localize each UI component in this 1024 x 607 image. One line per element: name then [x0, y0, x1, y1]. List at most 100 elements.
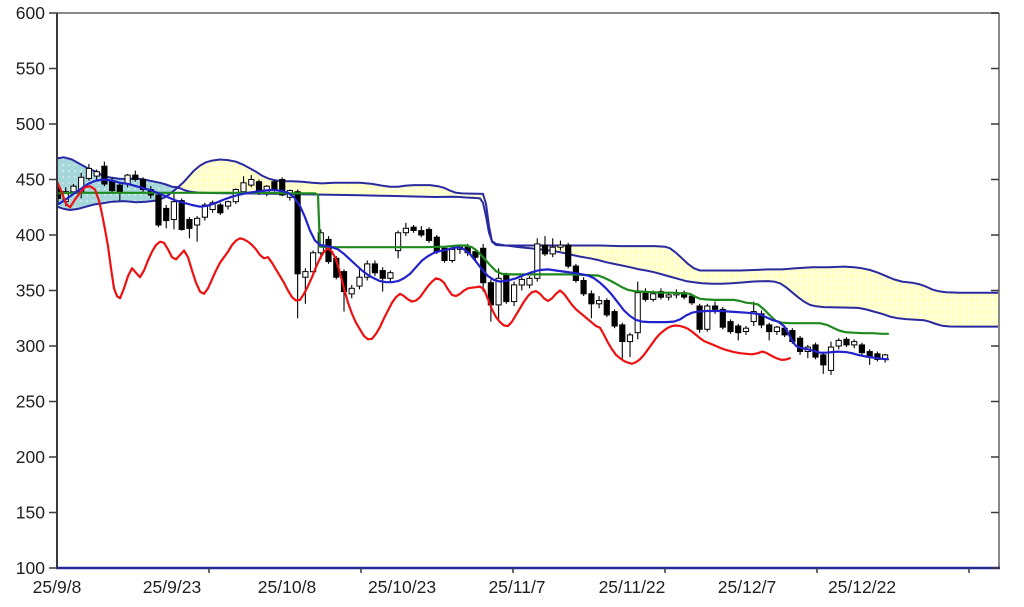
- candle-body: [302, 271, 309, 278]
- candle-body: [843, 338, 850, 346]
- candle-body: [851, 341, 858, 346]
- candle-body: [279, 179, 286, 196]
- candle-body: [364, 263, 371, 278]
- y-axis-tick-label: 350: [16, 281, 45, 301]
- candle-body: [750, 311, 757, 323]
- candle-body: [526, 277, 533, 286]
- candle-body: [155, 194, 162, 226]
- candle-body: [178, 200, 185, 231]
- candle-body: [650, 293, 657, 300]
- candle-body: [387, 272, 394, 279]
- y-axis-tick-label: 400: [16, 225, 45, 245]
- candle-body: [371, 263, 378, 274]
- candle-body: [240, 182, 247, 193]
- kumo-cloud-yellow: [178, 159, 999, 327]
- candle-body: [433, 236, 440, 253]
- candle-body: [858, 344, 865, 354]
- candle-body: [209, 202, 216, 211]
- candle-body: [472, 251, 479, 258]
- candle-body: [495, 277, 502, 306]
- y-axis-tick-label: 300: [16, 336, 45, 356]
- x-axis-tick-label: 25/10/23: [368, 577, 436, 597]
- x-axis-tick-label: 25/10/8: [258, 577, 316, 597]
- candle-body: [611, 311, 618, 327]
- candle-body: [619, 324, 626, 342]
- plot-area: [57, 156, 999, 375]
- x-axis-tick-label: 25/11/7: [488, 577, 545, 597]
- y-axis-tick-label: 500: [16, 114, 45, 134]
- candles-group: [57, 161, 889, 375]
- y-axis-tick-label: 550: [16, 59, 45, 79]
- candle-body: [742, 327, 750, 333]
- candle-body: [557, 244, 564, 248]
- candle-body: [503, 274, 510, 303]
- candle-body: [696, 305, 703, 330]
- candle-body: [712, 305, 719, 310]
- candle-body: [735, 325, 742, 334]
- candle-body: [766, 324, 773, 333]
- candle-body: [565, 244, 572, 267]
- candle-body: [518, 278, 525, 286]
- candle-body: [248, 179, 255, 186]
- senkou-span-upper-line: [57, 156, 999, 294]
- candle-body: [395, 232, 402, 252]
- candle-body: [132, 174, 139, 181]
- kijun-sen-line: [57, 191, 890, 335]
- candle-body: [603, 300, 610, 316]
- candle-body: [85, 167, 93, 179]
- candle-body: [109, 181, 116, 192]
- x-axis-tick-label: 25/12/7: [718, 577, 776, 597]
- candle-body: [665, 294, 672, 298]
- candle-body: [797, 337, 804, 353]
- candle-body: [402, 227, 409, 234]
- candle-body: [534, 243, 541, 279]
- candle-body: [541, 244, 549, 255]
- candle-body: [580, 280, 587, 295]
- candle-body: [480, 247, 487, 284]
- candle-body: [116, 184, 123, 193]
- y-axis-tick-label: 150: [16, 503, 45, 523]
- candle-body: [719, 308, 726, 328]
- candle-body: [449, 248, 456, 261]
- candle-body: [626, 334, 634, 343]
- x-axis-tick-label: 25/9/8: [33, 577, 82, 597]
- candle-body: [410, 226, 417, 231]
- candle-body: [101, 165, 108, 185]
- candle-body: [727, 321, 734, 333]
- y-axis-tick-label: 250: [16, 392, 45, 412]
- candle-body: [511, 284, 518, 303]
- x-axis-tick-label: 25/9/23: [143, 577, 201, 597]
- tenkan-sen-line: [57, 178, 890, 361]
- chikou-span-line: [57, 180, 792, 365]
- candle-body: [170, 201, 178, 220]
- candle-body: [835, 339, 842, 347]
- candle-body: [758, 313, 765, 326]
- candle-body: [139, 179, 147, 190]
- candle-body: [588, 293, 595, 305]
- candle-body: [163, 207, 170, 222]
- candle-body: [379, 270, 386, 279]
- candle-body: [634, 292, 641, 334]
- candle-body: [549, 246, 556, 255]
- candle-body: [93, 171, 100, 177]
- candle-body: [827, 346, 835, 371]
- candle-body: [596, 300, 603, 305]
- candle-body: [356, 276, 363, 287]
- y-axis-tick-label: 200: [16, 447, 45, 467]
- candle-body: [186, 219, 193, 229]
- x-axis-tick-label: 25/11/22: [599, 577, 666, 597]
- candle-body: [271, 181, 278, 190]
- candle-body: [773, 326, 780, 333]
- candle-body: [70, 185, 77, 193]
- x-axis-tick-label: 25/12/22: [828, 577, 896, 597]
- candle-body: [874, 353, 881, 360]
- candle-body: [820, 354, 827, 366]
- candle-body: [441, 247, 448, 262]
- y-axis-tick-label: 600: [16, 3, 45, 23]
- y-axis-tick-label: 450: [16, 170, 45, 190]
- candle-body: [294, 191, 301, 275]
- candle-body: [225, 201, 232, 207]
- candle-body: [704, 305, 711, 330]
